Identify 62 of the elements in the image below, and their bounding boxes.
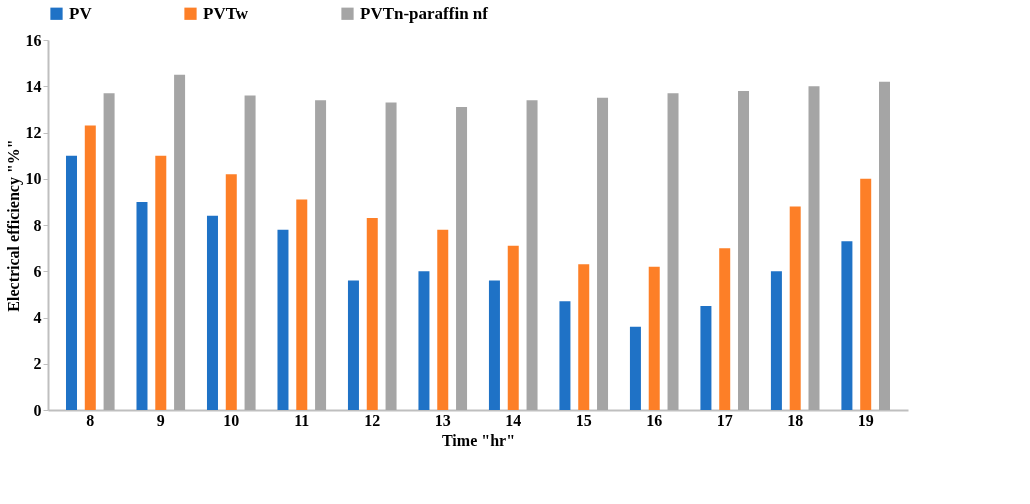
bar — [789, 206, 801, 410]
y-tick-label: 6 — [33, 262, 42, 280]
x-tick-label: 9 — [156, 411, 165, 429]
y-tick-label: 2 — [33, 355, 42, 373]
y-axis-title: Electrical efficiency "%" — [4, 139, 23, 312]
bar — [526, 100, 538, 410]
bar — [578, 264, 590, 410]
bar — [808, 86, 820, 410]
bar — [841, 241, 853, 410]
y-tick-label: 16 — [25, 31, 42, 49]
x-tick-label: 14 — [505, 411, 522, 429]
bar — [559, 301, 571, 410]
y-tick-label: 14 — [25, 77, 42, 95]
bar — [667, 93, 679, 410]
bar — [629, 326, 641, 410]
y-tick-label: 10 — [25, 170, 42, 188]
bar — [437, 229, 449, 410]
y-tick-label: 12 — [25, 124, 42, 141]
bar — [507, 245, 519, 410]
legend-label: PVTw — [203, 3, 249, 23]
bar — [206, 215, 218, 410]
bar — [860, 178, 872, 410]
bar — [366, 218, 378, 410]
y-tick-label: 0 — [33, 401, 42, 419]
bar — [597, 97, 609, 410]
y-tick-label: 8 — [33, 216, 42, 234]
bar — [174, 74, 186, 410]
bar — [155, 155, 167, 410]
bar — [347, 280, 359, 410]
x-tick-label: 13 — [434, 411, 451, 429]
legend-label: PVTn-paraffin nf — [360, 3, 489, 23]
bar — [244, 95, 256, 410]
x-tick-label: 18 — [787, 411, 804, 429]
x-tick-label: 10 — [223, 411, 240, 429]
bar — [136, 201, 148, 410]
bar — [770, 271, 782, 410]
bar — [488, 280, 500, 410]
bar — [648, 266, 660, 410]
x-tick-label: 15 — [575, 411, 592, 429]
x-axis-title: Time "hr" — [441, 431, 516, 449]
bar — [277, 229, 289, 410]
bar — [738, 90, 750, 410]
x-tick-label: 8 — [86, 411, 95, 429]
bar — [418, 271, 430, 410]
bar — [84, 125, 96, 410]
legend-label: PV — [69, 3, 93, 23]
x-tick-label: 19 — [857, 411, 874, 429]
bar — [66, 155, 77, 410]
bar — [225, 174, 237, 410]
bar — [296, 199, 308, 410]
x-tick-label: 11 — [294, 411, 310, 429]
bar — [700, 305, 712, 410]
bar — [879, 81, 890, 410]
y-tick-label: 4 — [33, 309, 42, 326]
bar — [315, 100, 327, 410]
bar — [103, 93, 115, 410]
x-tick-label: 12 — [364, 411, 381, 429]
bar — [719, 248, 731, 410]
x-tick-label: 16 — [646, 411, 663, 429]
bar — [385, 102, 397, 410]
x-tick-label: 17 — [716, 411, 733, 429]
bar — [456, 107, 468, 410]
